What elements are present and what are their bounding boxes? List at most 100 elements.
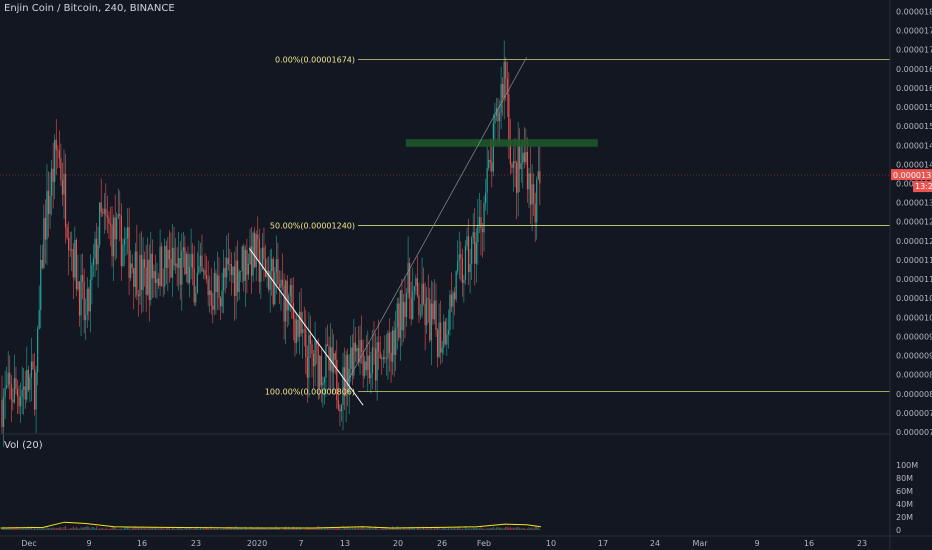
volume-bar: [144, 528, 146, 530]
volume-bar: [229, 527, 231, 530]
volume-bar: [114, 526, 116, 530]
volume-bar: [323, 528, 325, 530]
candle-body: [108, 217, 110, 224]
volume-bar: [471, 528, 473, 530]
candle-body: [120, 215, 122, 266]
candle-body: [274, 272, 276, 305]
volume-bar: [193, 528, 195, 530]
candle-body: [51, 168, 53, 197]
volume-bar: [395, 527, 397, 530]
candle-body: [64, 173, 67, 228]
candle-body: [240, 271, 242, 273]
candle-body: [392, 330, 394, 362]
volume-bar: [52, 527, 54, 530]
volume-bar: [365, 528, 367, 530]
volume-bar: [528, 527, 530, 530]
candle-body: [173, 247, 175, 266]
candle-body: [311, 344, 313, 354]
candle-body: [286, 280, 288, 311]
candle-body: [18, 396, 20, 407]
volume-bar: [130, 529, 132, 530]
candle-body: [161, 246, 163, 286]
volume-bar: [421, 527, 423, 530]
candle-body: [537, 171, 539, 180]
candle-body: [210, 290, 212, 306]
candle-body: [4, 387, 6, 398]
candle-body: [58, 150, 60, 159]
time-tick-label: 26: [437, 539, 447, 548]
candle-body: [320, 355, 322, 386]
volume-bar: [512, 527, 515, 530]
candle-body: [109, 223, 112, 225]
volume-tick-label: 60M: [896, 487, 913, 496]
candle-body: [27, 369, 29, 391]
price-tick-label: 0.00000750: [896, 409, 932, 418]
candle-body: [351, 347, 353, 376]
volume-bar: [409, 526, 411, 530]
volume-bar: [373, 527, 375, 530]
candle-body: [464, 246, 467, 281]
volume-bar: [198, 528, 200, 530]
volume-bar: [485, 529, 487, 530]
volume-bar: [269, 527, 271, 530]
volume-bar: [204, 526, 206, 530]
volume-bar: [15, 526, 17, 530]
candle-body: [323, 377, 325, 383]
candle-body: [283, 285, 285, 322]
volume-bar: [376, 527, 378, 530]
candle-body: [517, 145, 519, 193]
volume-bar: [85, 526, 87, 530]
price-tick-label: 0.00001400: [896, 160, 932, 169]
volume-bar: [454, 527, 456, 530]
volume-bar: [399, 527, 401, 530]
candle-body: [454, 292, 456, 300]
volume-bar: [89, 528, 91, 530]
time-tick-label: 13: [340, 539, 350, 548]
volume-bar: [61, 528, 64, 530]
volume-bar: [531, 527, 533, 530]
price-tick-label: 0.00001750: [896, 27, 932, 36]
candle-body: [263, 247, 265, 260]
volume-bar: [212, 529, 214, 530]
candle-body: [498, 112, 501, 122]
time-tick-label: 9: [86, 539, 91, 548]
volume-bar: [316, 528, 318, 530]
candle-body: [356, 348, 358, 352]
candle-body: [226, 258, 228, 278]
volume-bar: [374, 526, 377, 530]
volume-bar: [498, 527, 501, 530]
volume-bar: [446, 528, 448, 530]
volume-bar: [202, 528, 205, 530]
candle-body: [142, 259, 144, 291]
volume-bar: [426, 526, 428, 530]
volume-bar: [525, 528, 527, 530]
volume-bar: [495, 527, 498, 530]
candle-body: [148, 259, 150, 300]
time-tick-label: 16: [137, 539, 147, 548]
candle-body: [312, 353, 315, 367]
volume-bar: [216, 527, 219, 530]
volume-bar: [63, 526, 65, 530]
candle-body: [407, 263, 409, 294]
volume-bar: [263, 528, 265, 530]
volume-bar: [261, 527, 263, 530]
candle-body: [509, 140, 511, 165]
volume-bar: [297, 528, 299, 530]
volume-bar: [336, 527, 338, 530]
candle-body: [365, 361, 367, 370]
candle-body: [162, 285, 164, 287]
volume-bar: [472, 527, 474, 530]
volume-bar: [328, 528, 330, 530]
candle-body: [388, 332, 391, 353]
candle-body: [497, 108, 499, 122]
candle-body: [209, 290, 211, 296]
volume-bar: [133, 527, 135, 530]
candle-body: [415, 278, 417, 287]
candle-body: [258, 238, 260, 282]
price-tick-label: 0.00001100: [896, 275, 932, 284]
candle-body: [43, 217, 45, 269]
candle-body: [516, 162, 518, 193]
volume-bar: [223, 528, 225, 530]
descending-trendline[interactable]: [248, 248, 364, 406]
